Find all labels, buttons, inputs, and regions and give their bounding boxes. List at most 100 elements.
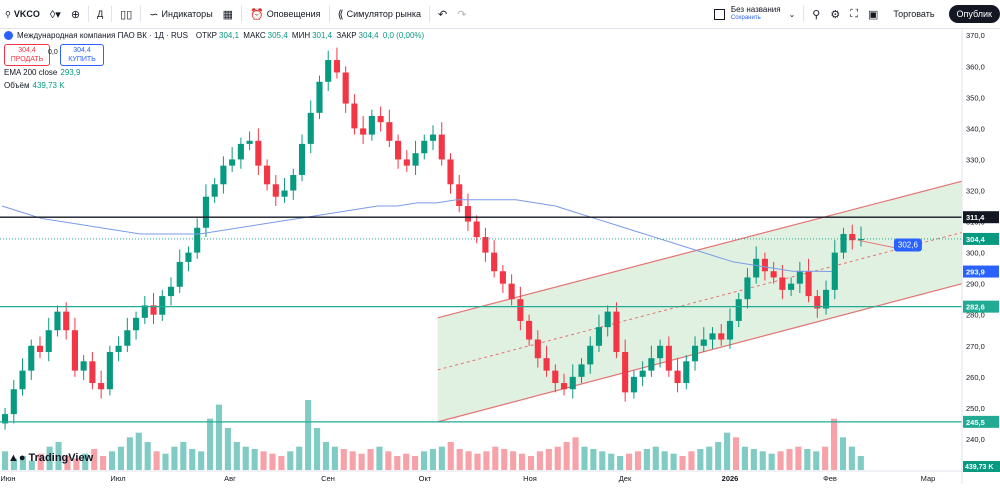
ema-price-tag-bg [963, 265, 999, 278]
candle-body [220, 165, 227, 185]
divider [140, 6, 142, 22]
volume-tag-bg [963, 461, 1000, 472]
candle-body [587, 345, 594, 365]
quick-search-button[interactable]: ⚲ [807, 0, 825, 28]
volume-bar [278, 456, 285, 470]
buy-price: 304,4 [73, 47, 91, 54]
sell-button[interactable]: 304,4 ПРОДАТЬ [4, 44, 50, 66]
open-value: 304,1 [219, 31, 240, 40]
time-axis-tick: Сен [321, 474, 335, 483]
ema-legend[interactable]: EMA 200 close 293,9 [4, 68, 80, 77]
volume-bar [394, 456, 401, 470]
buy-button[interactable]: 304,4 КУПИТЬ [60, 44, 104, 66]
volume-bar [269, 453, 276, 470]
candle-body [709, 333, 716, 340]
target-label: 302,6 [898, 241, 919, 250]
alerts-label: Оповещения [266, 9, 321, 19]
candle-body [770, 271, 777, 278]
volume-bar [697, 449, 704, 470]
templates-button[interactable]: ▦ [218, 0, 238, 28]
time-axis-tick: Мар [921, 474, 936, 483]
candle-body [674, 370, 681, 384]
volume-bar [777, 451, 784, 470]
interval-button[interactable]: Д [92, 0, 108, 28]
volume-bar [741, 446, 748, 470]
candle-body [718, 333, 725, 340]
candle-body [543, 358, 550, 371]
candle-body [613, 311, 620, 352]
symbol-title: Международная компания ПАО ВК · 1Д · RUS [17, 31, 188, 40]
candle-body [63, 311, 70, 331]
volume-bar [706, 446, 713, 470]
time-axis-tick: Июл [110, 474, 125, 483]
candle-body [526, 320, 533, 340]
candle-body [691, 345, 699, 362]
candle-body [447, 159, 454, 185]
candles-icon: ▯▯ [120, 8, 133, 21]
volume-bar [768, 453, 775, 470]
indicators-button[interactable]: ∽ Индикаторы [144, 0, 217, 28]
candle-body [622, 351, 629, 393]
layout-status: Сохранить [730, 15, 761, 21]
candle-body [237, 143, 244, 160]
layout-title: Без названия [730, 5, 781, 14]
price-chart[interactable]: 302,6 240,0 250,0 260,0 270,0 280,0 290,0 300,0… [0, 29, 1000, 484]
chart-area[interactable]: 302,6 240,0 250,0 260,0 270,0 280,0 290,0 300,0… [0, 29, 1000, 484]
settings-button[interactable]: ⚙ [825, 0, 845, 28]
candle-body [604, 311, 611, 328]
high-label: МАКС [243, 31, 266, 40]
publish-button[interactable]: Опублик [948, 5, 1000, 23]
candle-body [395, 140, 402, 160]
fullscreen-button[interactable]: ⛶ [845, 0, 863, 28]
symbol-search[interactable]: ⚲ VKCO [0, 0, 45, 28]
legend-header: Международная компания ПАО ВК · 1Д · RUS… [4, 31, 426, 40]
candle-body [211, 184, 218, 197]
undo-button[interactable]: ↶ [433, 0, 452, 28]
candle-body [71, 330, 78, 371]
trade-button[interactable]: Торговать [883, 0, 944, 28]
ema-value: 293,9 [60, 68, 81, 77]
candle-body [534, 339, 541, 359]
candle-body [814, 296, 821, 309]
volume-bar [189, 449, 196, 470]
volume-bar [207, 418, 214, 470]
volume-bar [403, 453, 410, 470]
volume-bar [572, 437, 579, 470]
volume-bar [171, 446, 178, 470]
alerts-button[interactable]: ⏰ Оповещения [245, 0, 325, 28]
level-245-tag-bg [963, 415, 999, 428]
interval-label: Д [97, 9, 104, 19]
publish-label: Опублик [956, 9, 992, 19]
chart-type-button[interactable]: ▯▯ [115, 0, 137, 28]
snapshot-button[interactable]: ▣ [863, 0, 883, 28]
volume-bar [492, 446, 499, 470]
redo-button[interactable]: ↷ [452, 0, 471, 28]
volume-bar [617, 456, 624, 470]
time-axis-tick: Авг [224, 474, 236, 483]
volume-bar [465, 451, 472, 470]
volume-bar [715, 442, 722, 470]
compare-button[interactable]: ◊▾ [45, 0, 66, 28]
candle-body [779, 277, 786, 290]
volume-bar [420, 451, 428, 470]
replay-button[interactable]: ⟪ Симулятор рынка [333, 0, 427, 28]
add-symbol-button[interactable]: ⊕ [66, 0, 85, 28]
time-axis-tick: Июн [0, 474, 15, 483]
candle-body [726, 320, 734, 340]
candle-body [456, 184, 463, 207]
volume-legend[interactable]: Объём 439,73 K [4, 81, 65, 90]
layout-button[interactable]: Без названия Сохранить ⌄ [709, 0, 800, 28]
volume-bar [2, 451, 9, 470]
volume-bar [599, 451, 606, 470]
divider [429, 6, 431, 22]
volume-bar [251, 449, 258, 470]
volume-bar [358, 453, 365, 470]
candle-body [89, 361, 96, 384]
candle-body [412, 153, 419, 166]
volume-bar [536, 451, 543, 470]
volume-bar [608, 453, 615, 470]
candle-body [560, 383, 568, 390]
candle-body [342, 72, 349, 104]
volume-bar [848, 446, 855, 470]
candle-body [281, 190, 288, 197]
